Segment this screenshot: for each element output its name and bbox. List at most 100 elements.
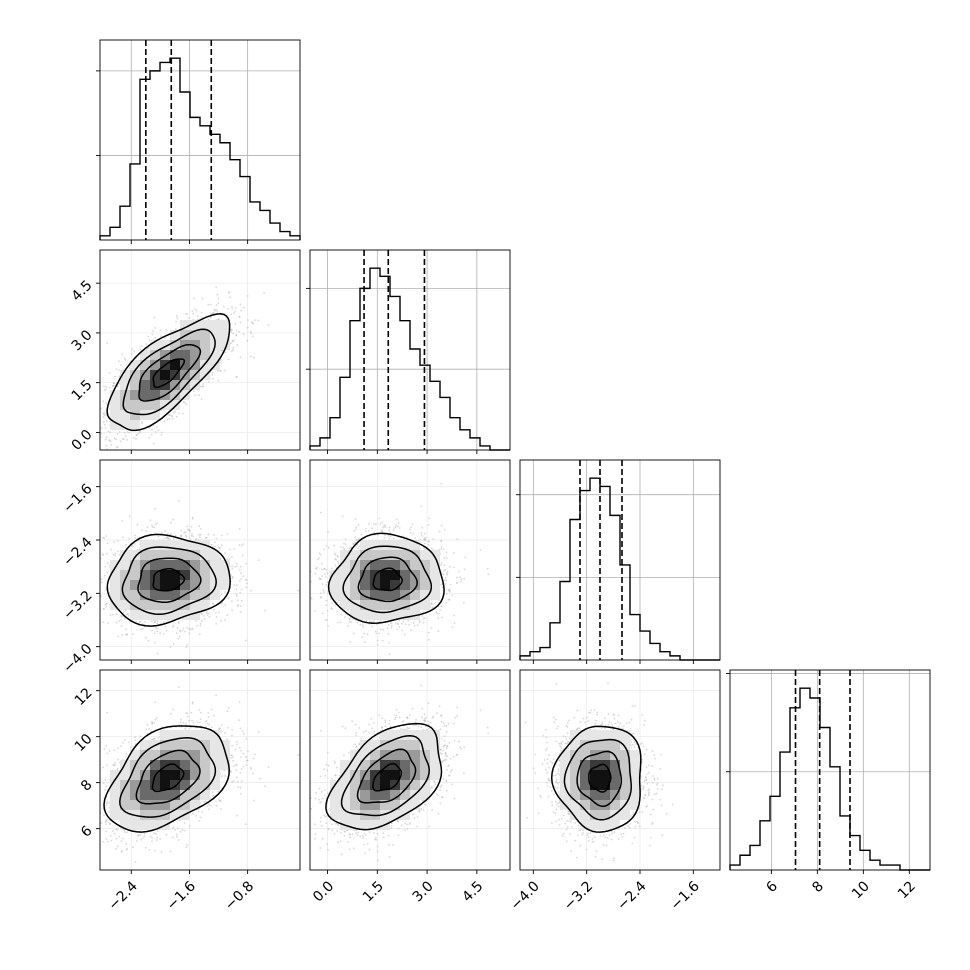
contour-level-2	[563, 738, 632, 821]
density-cell	[430, 550, 440, 560]
density-cell	[620, 740, 630, 750]
density-cell	[130, 410, 140, 420]
density-cell	[370, 750, 380, 760]
density-cell	[430, 730, 440, 740]
density-cell	[160, 550, 170, 560]
x-tick-label: 12	[895, 878, 919, 902]
density-cell	[360, 550, 370, 560]
density-cell	[200, 600, 210, 610]
density-cell	[390, 770, 400, 780]
density-cell	[180, 560, 190, 570]
density-cell	[170, 340, 180, 350]
density-cell	[190, 580, 200, 590]
density-cell	[620, 770, 630, 780]
density-cell	[130, 790, 140, 800]
density-cell	[580, 730, 590, 740]
density-cell	[430, 760, 440, 770]
density-cell	[400, 760, 410, 770]
density-cell	[610, 820, 620, 830]
density-cell	[390, 560, 400, 570]
density-cell	[620, 730, 630, 740]
density-cells	[330, 540, 440, 620]
density-cell	[570, 800, 580, 810]
density-cell	[110, 560, 120, 570]
density-cell	[370, 590, 380, 600]
density-cell	[390, 600, 400, 610]
density-cell	[420, 770, 430, 780]
density-cell	[400, 590, 410, 600]
density-cell	[150, 750, 160, 760]
density-cell	[190, 380, 200, 390]
density-cell	[160, 730, 170, 740]
density-cell	[370, 740, 380, 750]
density-cell	[180, 800, 190, 810]
density-cell	[410, 800, 420, 810]
density-cell	[390, 570, 400, 580]
y-tick-label: 4.5	[69, 278, 96, 305]
density-cell	[170, 800, 180, 810]
density-cell	[360, 740, 370, 750]
density-cell	[590, 820, 600, 830]
density-cell	[200, 740, 210, 750]
density-cell	[160, 610, 170, 620]
density-cell	[170, 580, 180, 590]
density-cell	[350, 600, 360, 610]
density-cell	[110, 400, 120, 410]
density-cell	[150, 410, 160, 420]
density-cell	[160, 590, 170, 600]
density-cell	[150, 820, 160, 830]
density-cell	[600, 820, 610, 830]
density-cell	[150, 790, 160, 800]
density-cell	[110, 590, 120, 600]
density-cell	[570, 760, 580, 770]
density-cell	[210, 320, 220, 330]
density-cell	[130, 420, 140, 430]
density-cell	[170, 570, 180, 580]
density-cell	[200, 750, 210, 760]
density-cell	[180, 780, 190, 790]
density-cell	[180, 360, 190, 370]
density-cell	[390, 540, 400, 550]
density-cell	[580, 820, 590, 830]
density-cell	[190, 600, 200, 610]
y-tick-label: 1.5	[69, 377, 96, 404]
density-cell	[430, 560, 440, 570]
density-cell	[170, 390, 180, 400]
panel-frame	[729, 669, 931, 871]
density-cell	[130, 590, 140, 600]
contour-level-3	[550, 725, 642, 833]
density-cell	[190, 740, 200, 750]
density-cell	[370, 600, 380, 610]
density-cell	[380, 790, 390, 800]
density-cell	[120, 820, 130, 830]
contour-level-2	[119, 737, 217, 818]
density-cell	[140, 790, 150, 800]
density-cell	[380, 780, 390, 790]
x-tick-label: 10	[849, 878, 873, 902]
density-cell	[130, 550, 140, 560]
density-cell	[140, 370, 150, 380]
density-cell	[390, 610, 400, 620]
density-cell	[630, 780, 640, 790]
density-cell	[160, 570, 170, 580]
density-cell	[110, 390, 120, 400]
contour-level-3	[106, 533, 231, 627]
density-cell	[140, 780, 150, 790]
y-tick-label: 3.0	[69, 327, 96, 354]
density-cell	[630, 800, 640, 810]
density-cell	[400, 540, 410, 550]
density-cell	[560, 760, 570, 770]
density-cell	[580, 750, 590, 760]
density-cell	[140, 610, 150, 620]
contour-level-0	[151, 763, 185, 793]
density-cell	[620, 760, 630, 770]
density-cell	[620, 750, 630, 760]
density-cell	[620, 810, 630, 820]
density-cell	[120, 570, 130, 580]
histogram-step-2	[519, 477, 720, 661]
density-cell	[200, 320, 210, 330]
density-cell	[220, 570, 230, 580]
density-cell	[170, 380, 180, 390]
density-cell	[120, 800, 130, 810]
density-cell	[160, 790, 170, 800]
